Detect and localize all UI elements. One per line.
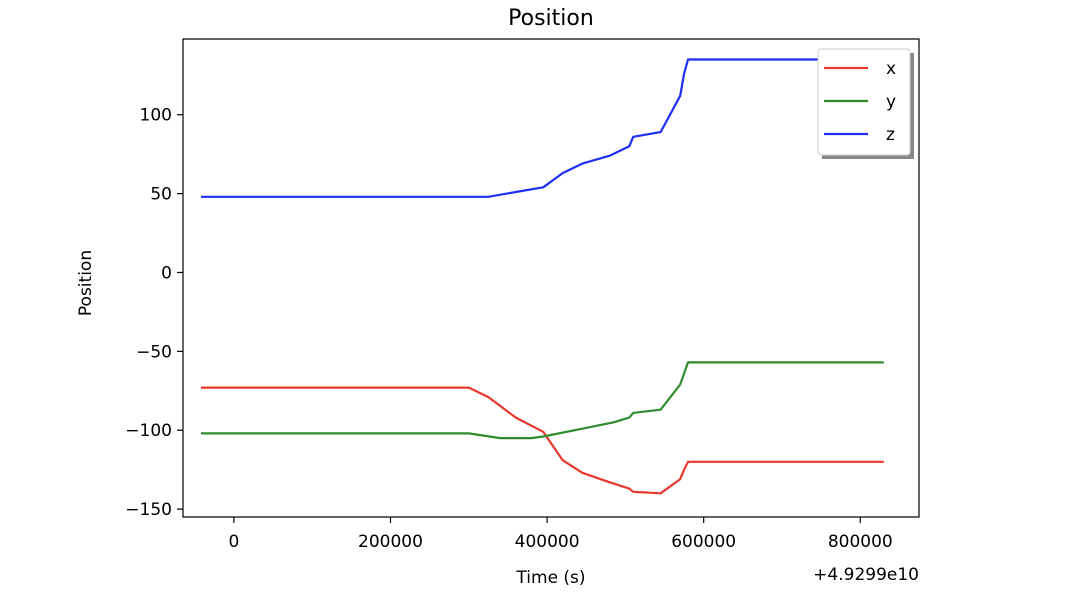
legend: xyz bbox=[817, 48, 914, 159]
x-tick-label: 200000 bbox=[358, 532, 423, 552]
chart-title: Position bbox=[508, 6, 594, 31]
x-axis: 0 200000 400000 600000 800000 bbox=[228, 517, 893, 552]
x-axis-label: Time (s) bbox=[515, 568, 585, 588]
y-tick-label: −100 bbox=[125, 421, 172, 441]
y-tick-label: 100 bbox=[140, 106, 172, 126]
y-tick-label: −50 bbox=[136, 342, 172, 362]
y-tick-label: 0 bbox=[161, 263, 172, 283]
plot-frame bbox=[182, 38, 920, 518]
series-line-z bbox=[201, 58, 884, 198]
legend-label-x: x bbox=[886, 59, 896, 79]
x-axis-offset-label: +4.9299e10 bbox=[813, 565, 919, 585]
plot-area bbox=[182, 38, 920, 518]
x-tick-label: 400000 bbox=[515, 532, 580, 552]
series-layer bbox=[201, 58, 884, 495]
y-tick-label: −150 bbox=[125, 500, 172, 520]
y-axis: 100 50 0 −50 −100 −150 bbox=[125, 106, 183, 520]
legend-label-y: y bbox=[886, 92, 896, 112]
x-tick-label: 800000 bbox=[828, 532, 893, 552]
y-axis-label: Position bbox=[76, 250, 96, 316]
x-tick-label: 0 bbox=[228, 532, 239, 552]
legend-label-z: z bbox=[886, 125, 895, 145]
y-tick-label: 50 bbox=[150, 185, 172, 205]
x-tick-label: 600000 bbox=[671, 532, 736, 552]
series-line-y bbox=[201, 361, 884, 440]
series-line-x bbox=[201, 386, 884, 495]
legend-entries: xyz bbox=[824, 59, 896, 145]
